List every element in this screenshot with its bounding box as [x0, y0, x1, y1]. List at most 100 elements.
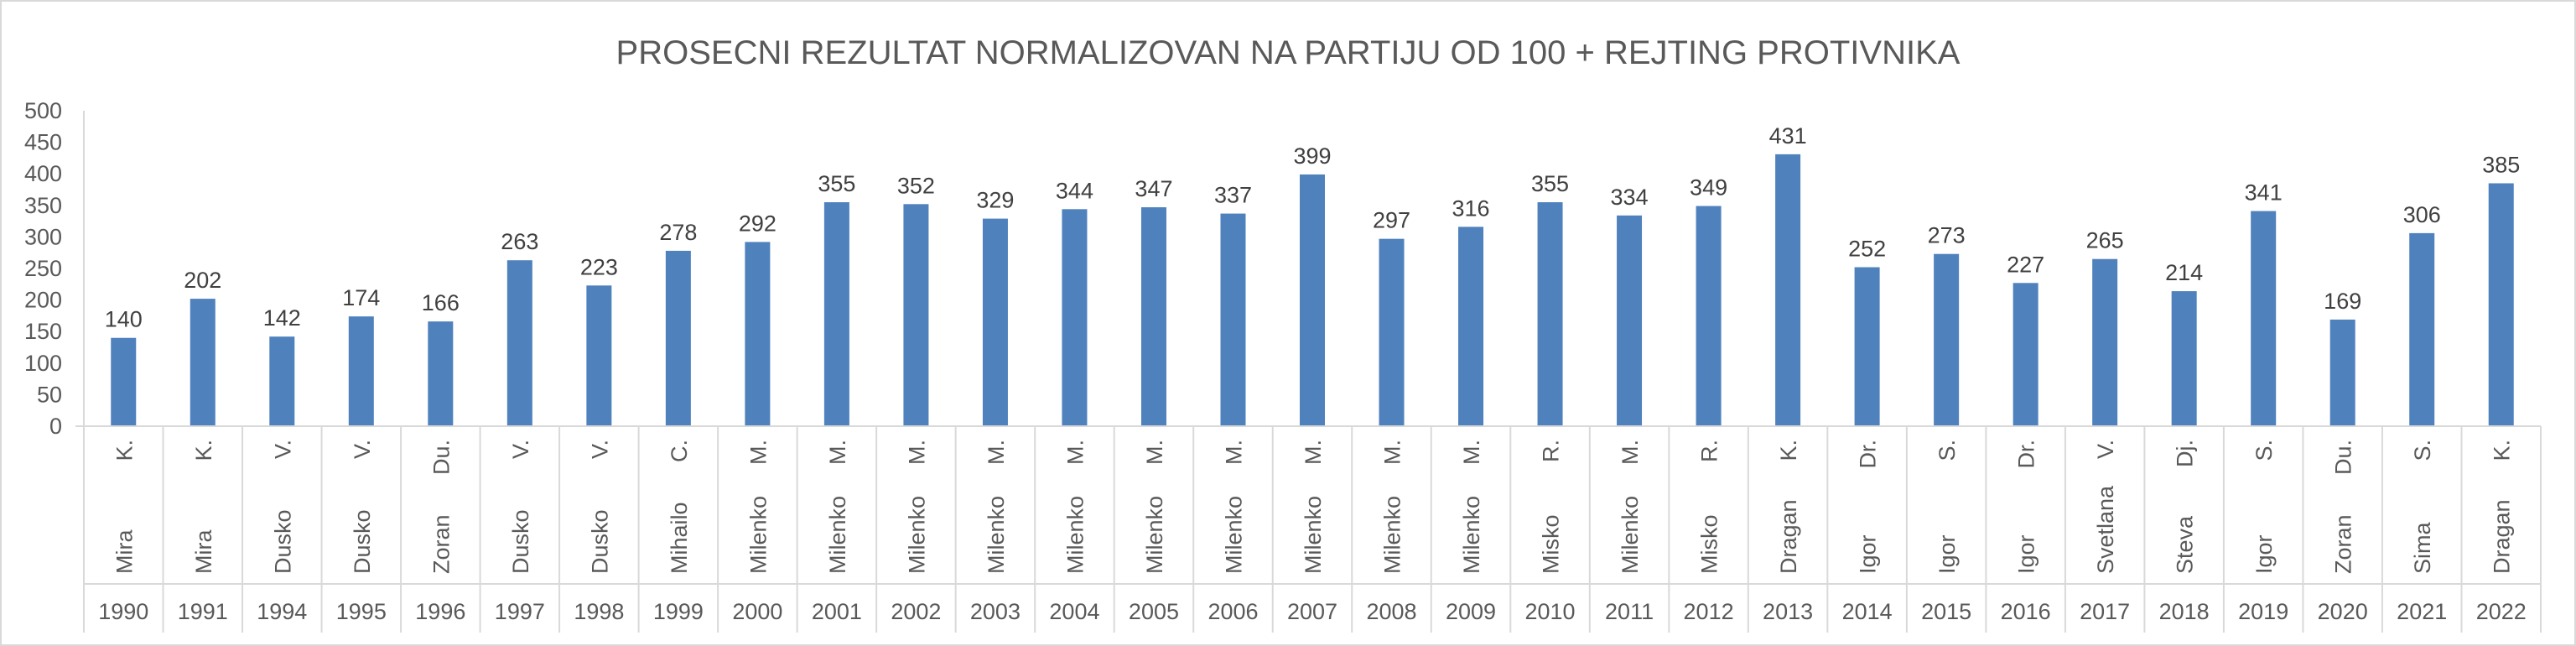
- category-year-label: 2022: [2476, 599, 2527, 624]
- bar: [1854, 267, 1880, 426]
- category-initial-label: M.: [1618, 440, 1643, 465]
- category-name-label: Milenko: [1618, 496, 1643, 574]
- data-label: 352: [897, 173, 935, 198]
- category-initial-label: V.: [587, 440, 612, 459]
- data-label: 227: [2007, 252, 2044, 277]
- category-initial-label: V.: [270, 440, 295, 459]
- category-name-label: Dusko: [350, 509, 375, 574]
- bar: [1775, 154, 1801, 426]
- y-tick-label: 350: [24, 193, 62, 218]
- category-initial-label: M.: [1380, 440, 1405, 465]
- y-tick-label: 100: [24, 351, 62, 376]
- category-name-label: Milenko: [1142, 496, 1167, 574]
- category-initial-label: Du.: [2331, 440, 2356, 475]
- data-label: 306: [2403, 202, 2441, 227]
- category-initial-label: M.: [1301, 440, 1326, 465]
- y-tick-label: 400: [24, 161, 62, 186]
- category-year-label: 2003: [970, 599, 1021, 624]
- category-name-label: Dusko: [508, 509, 533, 574]
- bar: [586, 285, 612, 426]
- category-initial-label: R.: [1697, 440, 1722, 462]
- data-labels: 140 202 142 174 166 263 223 278 292 355 352 329 344 3…: [105, 123, 2521, 332]
- data-label: 278: [659, 220, 697, 245]
- data-label: 316: [1452, 195, 1490, 221]
- category-year-label: 2008: [1366, 599, 1416, 624]
- category-initial-label: K.: [1776, 440, 1801, 461]
- category-name-label: Milenko: [1221, 496, 1246, 574]
- category-initial-label: C.: [667, 440, 692, 462]
- y-tick-label: 500: [24, 98, 62, 123]
- category-initial-label: Du.: [428, 440, 454, 475]
- category-labels: Mira K. 1990 Mira K. 1991 Dusko V. 1994 Dusko V. 19…: [98, 440, 2527, 624]
- category-initial-label: K.: [191, 440, 216, 461]
- bar: [1458, 227, 1484, 426]
- bar: [665, 250, 691, 426]
- bar: [982, 218, 1008, 426]
- category-year-label: 2007: [1287, 599, 1337, 624]
- category-initial-label: Dr.: [1856, 440, 1881, 469]
- y-axis-tick-labels: 0 50 100 150 200 250 300 350 400 450 500: [24, 98, 62, 439]
- bar: [2329, 319, 2355, 426]
- category-name-label: Milenko: [1380, 496, 1405, 574]
- data-label: 349: [1690, 175, 1727, 201]
- category-name-label: Steva: [2173, 515, 2198, 574]
- category-year-label: 2004: [1049, 599, 1099, 624]
- bar: [190, 299, 216, 426]
- chart-title: PROSECNI REZULTAT NORMALIZOVAN NA PARTIJ…: [616, 34, 1961, 71]
- data-label: 431: [1769, 123, 1807, 148]
- category-year-label: 1991: [178, 599, 228, 624]
- category-year-label: 2000: [732, 599, 782, 624]
- bar: [823, 202, 849, 427]
- category-year-label: 2002: [891, 599, 941, 624]
- category-initial-label: M.: [904, 440, 929, 465]
- category-initial-label: Dr.: [2014, 440, 2039, 469]
- data-label: 292: [739, 211, 776, 236]
- category-year-label: 2020: [2318, 599, 2368, 624]
- data-label: 166: [422, 290, 460, 315]
- category-name-label: Dragan: [1776, 499, 1801, 574]
- category-year-label: 1994: [257, 599, 307, 624]
- category-name-label: Misko: [1697, 514, 1722, 574]
- category-year-label: 1996: [415, 599, 465, 624]
- data-label: 329: [976, 188, 1014, 213]
- y-tick-label: 450: [24, 130, 62, 155]
- category-year-label: 2006: [1208, 599, 1258, 624]
- category-name-label: Igor: [1856, 534, 1881, 574]
- category-initial-label: M.: [984, 440, 1009, 465]
- category-year-label: 2014: [1842, 599, 1893, 624]
- category-year-label: 2011: [1605, 599, 1654, 624]
- category-name-label: Mira: [112, 529, 137, 574]
- category-name-label: Dusko: [270, 509, 295, 574]
- category-year-label: 2015: [1921, 599, 1971, 624]
- category-initial-label: K.: [2490, 440, 2515, 461]
- bar: [1617, 215, 1643, 426]
- data-label: 214: [2165, 260, 2203, 285]
- category-initial-label: S.: [2410, 440, 2435, 461]
- data-label: 355: [1531, 171, 1569, 196]
- category-initial-label: R.: [1539, 440, 1564, 462]
- category-name-label: Mihailo: [667, 502, 692, 574]
- bar: [1062, 209, 1088, 426]
- y-tick-label: 250: [24, 256, 62, 281]
- bar: [506, 260, 532, 426]
- category-year-label: 2005: [1129, 599, 1179, 624]
- category-initial-label: V.: [2093, 440, 2118, 459]
- bar: [903, 204, 929, 426]
- category-name-label: Mira: [191, 529, 216, 574]
- category-name-label: Misko: [1539, 514, 1564, 574]
- bar: [1220, 213, 1246, 426]
- category-initial-label: M.: [1459, 440, 1484, 465]
- bar: [348, 316, 374, 426]
- data-label: 223: [580, 254, 618, 279]
- category-year-label: 2016: [2001, 599, 2051, 624]
- data-label: 174: [342, 285, 380, 310]
- data-label: 297: [1373, 208, 1410, 233]
- data-label: 355: [818, 171, 855, 196]
- bar: [1934, 253, 1960, 426]
- bar: [2251, 211, 2277, 426]
- data-label: 334: [1611, 185, 1649, 210]
- category-year-label: 1995: [336, 599, 387, 624]
- bar: [1140, 207, 1166, 426]
- data-label: 344: [1056, 178, 1093, 203]
